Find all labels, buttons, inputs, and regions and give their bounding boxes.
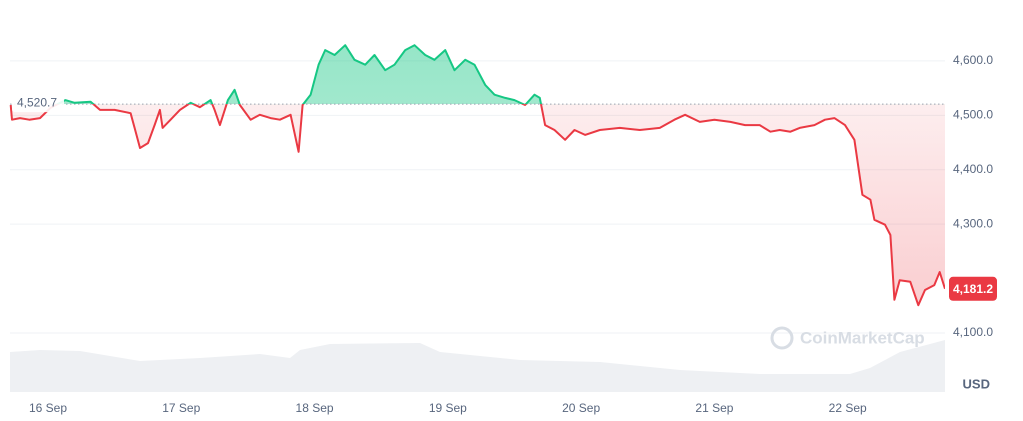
watermark-text: CoinMarketCap bbox=[800, 328, 925, 347]
x-tick-label: 16 Sep bbox=[29, 401, 67, 415]
area-down bbox=[10, 104, 945, 306]
current-price-label: 4,181.2 bbox=[953, 282, 993, 296]
price-line-up bbox=[55, 44, 543, 105]
price-line-down bbox=[9, 104, 945, 307]
current-price-badge bbox=[949, 276, 997, 301]
y-tick-label: 4,600.0 bbox=[953, 53, 993, 67]
y-tick-label: 4,100.0 bbox=[953, 325, 993, 339]
baseline-label-bg bbox=[12, 94, 64, 113]
x-tick-label: 20 Sep bbox=[562, 401, 600, 415]
watermark: CoinMarketCap bbox=[770, 326, 925, 350]
currency-label: USD bbox=[963, 376, 990, 391]
x-tick-label: 19 Sep bbox=[429, 401, 467, 415]
y-tick-label: 4,500.0 bbox=[953, 108, 993, 122]
y-tick-label: 4,300.0 bbox=[953, 216, 993, 230]
volume-area bbox=[10, 340, 945, 392]
x-tick-label: 22 Sep bbox=[829, 401, 867, 415]
x-tick-label: 17 Sep bbox=[162, 401, 200, 415]
baseline-label: 4,520.7 bbox=[17, 95, 57, 109]
x-tick-label: 18 Sep bbox=[296, 401, 334, 415]
area-up bbox=[57, 45, 542, 105]
x-tick-label: 21 Sep bbox=[695, 401, 733, 415]
y-tick-label: 4,400.0 bbox=[953, 162, 993, 176]
